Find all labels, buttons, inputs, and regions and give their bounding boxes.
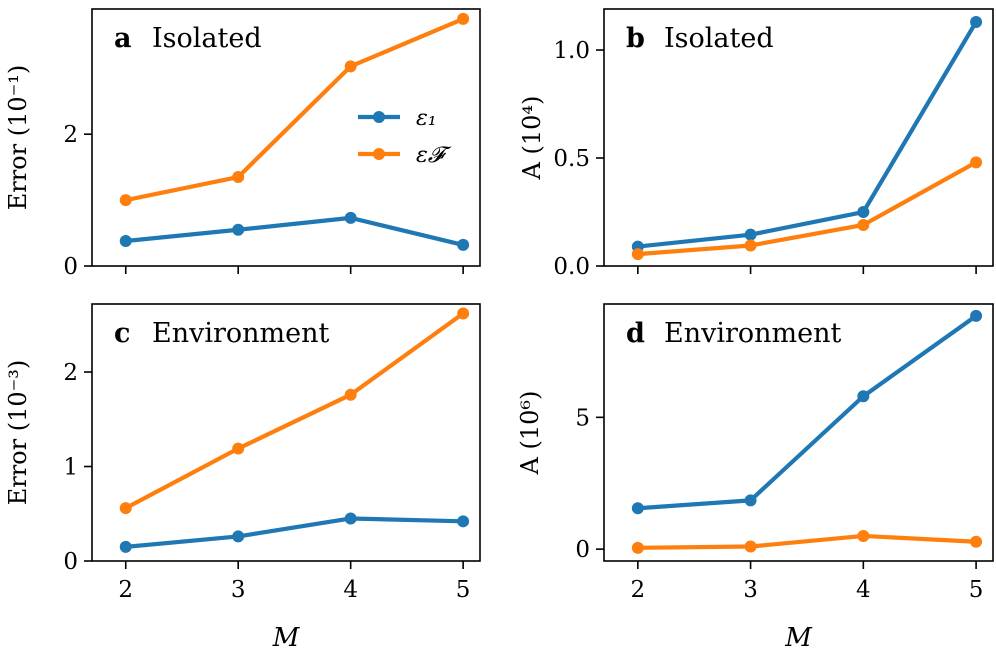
x-axis-title: M [784, 623, 813, 653]
panel-d: 2 3 4 5 0 5 A (10⁶) Md Environment [516, 303, 994, 653]
x-tick-label: 3 [231, 577, 246, 603]
y-tick-label: 1 [63, 455, 78, 481]
data-point [631, 502, 644, 515]
legend-label: ε₁ [416, 106, 437, 131]
data-point [744, 239, 757, 252]
x-tick-label: 5 [456, 577, 471, 603]
plot-frame [603, 303, 994, 562]
plot-frame [91, 8, 481, 267]
y-tick-label: 5 [575, 405, 590, 431]
data-point [744, 494, 757, 507]
data-point [119, 194, 132, 207]
data-point [857, 206, 870, 219]
x-tick-label: 2 [631, 577, 646, 603]
data-point [744, 540, 757, 553]
panel-title: Environment [152, 318, 330, 349]
plot-frame [603, 8, 994, 267]
panel-letter: a [114, 23, 132, 54]
data-point [232, 530, 245, 543]
data-point [631, 248, 644, 261]
x-tick-label: 4 [856, 577, 871, 603]
data-point [344, 512, 357, 525]
panel-title: Isolated [664, 23, 774, 54]
y-tick-label: 0 [63, 549, 78, 575]
data-point [232, 171, 245, 184]
panel-letter: b [626, 23, 645, 54]
legend-label: ε𝓕 [416, 143, 452, 168]
series-line-eps1 [125, 516, 464, 549]
data-point [744, 228, 757, 241]
panel-a: 0 2 Error (10⁻¹) a Isolated [4, 8, 481, 280]
x-tick-label: 2 [118, 577, 133, 603]
panel-letter: c [114, 318, 130, 349]
y-tick-label: 0 [575, 537, 590, 563]
panel-title: Environment [664, 318, 842, 349]
series-line-epsF [125, 16, 464, 203]
y-tick-label: 0.5 [553, 146, 590, 172]
data-point [232, 223, 245, 236]
x-tick-label: 5 [969, 577, 984, 603]
y-axis-title: Error (10⁻¹) [4, 65, 32, 211]
data-point [970, 156, 983, 169]
data-point [119, 502, 132, 515]
legend: ε₁ ε𝓕 [358, 106, 452, 168]
legend-marker [373, 148, 385, 160]
series-line-eps1 [637, 20, 978, 249]
data-point [457, 307, 470, 320]
y-tick-label: 0.0 [553, 254, 590, 280]
y-axis-title: A (10⁴) [518, 96, 546, 181]
data-point [119, 540, 132, 553]
series-line-epsF [124, 311, 465, 510]
data-point [631, 541, 644, 554]
y-axis-title: Error (10⁻³) [4, 360, 32, 506]
y-tick-label: 2 [63, 360, 78, 386]
x-tick-label: 4 [343, 577, 358, 603]
y-tick-label: 0 [63, 254, 78, 280]
data-point [344, 388, 357, 401]
data-point [857, 529, 870, 542]
data-point [970, 535, 983, 548]
y-axis-title: A (10⁶) [516, 391, 544, 476]
legend-marker [373, 111, 385, 123]
series-line-eps1 [637, 314, 978, 511]
data-point [457, 515, 470, 528]
series-line-eps1 [125, 215, 464, 247]
data-point [970, 15, 983, 28]
series-line-epsF [637, 533, 977, 550]
x-tick-label: 3 [743, 577, 758, 603]
data-point [857, 390, 870, 403]
data-point [344, 60, 357, 73]
y-tick-label: 1.0 [553, 38, 590, 64]
panel-b: 0.0 0.5 1.0 A (10⁴) b Isolated [518, 8, 994, 280]
y-tick-label: 2 [63, 122, 78, 148]
data-point [232, 442, 245, 455]
data-point [344, 211, 357, 224]
data-point [970, 309, 983, 322]
panel-letter: d [626, 318, 645, 349]
series-line-epsF [637, 160, 978, 257]
data-point [457, 12, 470, 25]
panel-c: 2 3 4 5 0 1 2 Error (10⁻³) Mc Environment [4, 303, 481, 653]
plot-frame [91, 303, 481, 562]
data-point [457, 238, 470, 251]
data-point [119, 234, 132, 247]
x-axis-title: M [272, 623, 301, 653]
data-point [857, 218, 870, 231]
panel-title: Isolated [152, 23, 262, 54]
